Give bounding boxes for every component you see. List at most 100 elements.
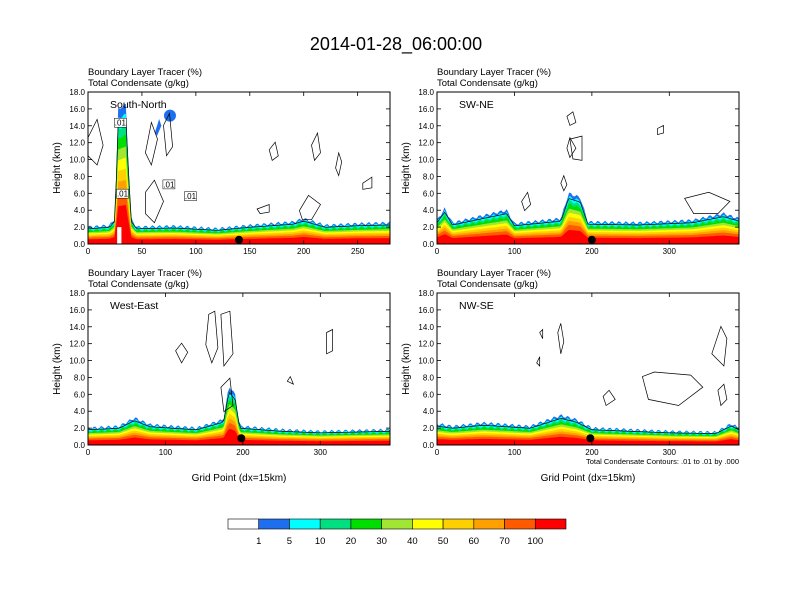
header-condensate: Total Condensate (g/kg)	[437, 78, 538, 89]
plot-area	[88, 92, 390, 244]
plot-frame	[436, 292, 740, 446]
y-axis-label: Height (km)	[52, 343, 63, 395]
y-tick-label: 8.0	[423, 172, 435, 181]
condensate-contour	[175, 342, 189, 364]
contour-label-box	[162, 179, 176, 190]
tracer-band-10	[88, 428, 390, 445]
condensate-contour	[256, 203, 270, 214]
condensate-contour	[145, 179, 164, 224]
plot-area	[437, 92, 739, 244]
plot-background	[88, 92, 390, 244]
header-tracer: Boundary Layer Tracer (%)	[437, 67, 551, 78]
y-tick-label: 6.0	[423, 189, 435, 198]
y-tick-label: 2.0	[423, 223, 435, 232]
condensate-contour	[684, 191, 731, 214]
y-tick-label: 8.0	[74, 172, 86, 181]
colorbar-swatch	[442, 518, 475, 530]
y-tick-label: 2.0	[423, 424, 435, 433]
y-tick-label: 4.0	[74, 206, 86, 215]
condensate-contour	[268, 141, 279, 161]
figure-title: 2014-01-28_06:00:00	[310, 34, 482, 55]
condensate-contour	[711, 325, 728, 367]
colorbar-label: 20	[346, 536, 357, 547]
header-condensate: Total Condensate (g/kg)	[88, 279, 189, 290]
y-tick-label: 12.0	[418, 139, 434, 148]
y-tick-label: 16.0	[69, 306, 85, 315]
colorbar-swatch	[289, 518, 321, 530]
header-tracer: Boundary Layer Tracer (%)	[437, 268, 551, 279]
y-axis-label: Height (km)	[401, 343, 412, 395]
contour-label-box	[116, 188, 129, 199]
condensate-contour-low	[88, 391, 390, 434]
condensate-contour	[539, 328, 544, 339]
y-tick-label: 14.0	[418, 323, 434, 332]
x-tick-label: 100	[508, 247, 522, 256]
contour-note: Total Condensate Contours: .01 to .01 by…	[586, 457, 739, 466]
condensate-contour	[362, 176, 373, 190]
contour-label: .01	[185, 192, 197, 201]
y-tick-label: 10.0	[69, 357, 85, 366]
colorbar-swatch	[473, 518, 505, 530]
condensate-contour	[205, 310, 219, 364]
x-tick-label: 0	[86, 448, 91, 457]
condensate-contour	[220, 377, 234, 413]
colorbar-label: 5	[287, 536, 292, 547]
colorbar-swatch	[412, 518, 444, 530]
y-tick-label: 18.0	[418, 289, 434, 298]
condensate-contour	[311, 131, 321, 162]
x-tick-label: 150	[243, 247, 257, 256]
condensate-contour	[286, 375, 295, 385]
colorbar-swatch	[504, 518, 536, 530]
condensate-contour	[657, 124, 664, 136]
condensate-contour	[566, 136, 577, 159]
condensate-contour	[557, 323, 565, 354]
plot-frame	[87, 292, 391, 446]
x-tick-label: 300	[663, 247, 677, 256]
y-tick-label: 14.0	[418, 122, 434, 131]
y-tick-label: 4.0	[74, 407, 86, 416]
condensate-contour	[220, 310, 234, 367]
y-tick-label: 12.0	[69, 340, 85, 349]
x-tick-label: 100	[189, 247, 203, 256]
cloud-blob	[154, 119, 162, 136]
x-axis-label: Grid Point (dx=15km)	[192, 473, 287, 484]
condensate-contour	[163, 112, 173, 157]
y-tick-label: 0.0	[74, 240, 86, 249]
y-tick-label: 6.0	[74, 390, 86, 399]
x-tick-label: 250	[351, 247, 365, 256]
plot-background	[88, 293, 390, 445]
x-axis-label: Grid Point (dx=15km)	[541, 473, 636, 484]
contour-label-box	[114, 117, 127, 128]
condensate-contour	[602, 389, 616, 407]
y-axis-label: Height (km)	[401, 142, 412, 194]
condensate-contour	[145, 121, 158, 167]
y-tick-label: 16.0	[418, 105, 434, 114]
y-tick-label: 10.0	[418, 156, 434, 165]
colorbar-label: 1	[256, 536, 261, 547]
clear-column	[117, 227, 122, 244]
plot-area	[88, 293, 390, 445]
y-tick-label: 2.0	[74, 223, 86, 232]
x-tick-label: 300	[314, 448, 328, 457]
colorbar-label: 60	[469, 536, 480, 547]
panel-label: South-North	[110, 99, 167, 111]
colorbar-label: 50	[438, 536, 449, 547]
panel-label: SW-NE	[459, 99, 494, 111]
header-condensate: Total Condensate (g/kg)	[88, 78, 189, 89]
contour-label: .01	[117, 190, 129, 199]
x-tick-label: 200	[297, 247, 311, 256]
y-tick-label: 12.0	[69, 139, 85, 148]
y-tick-label: 18.0	[418, 88, 434, 97]
colorbar-swatch	[227, 518, 260, 530]
location-marker	[237, 434, 246, 443]
panel-label: West-East	[110, 300, 158, 312]
y-tick-label: 14.0	[69, 323, 85, 332]
condensate-contour-low	[88, 118, 390, 231]
y-tick-label: 8.0	[423, 373, 435, 382]
x-tick-label: 0	[86, 247, 91, 256]
y-tick-label: 4.0	[423, 206, 435, 215]
condensate-contour-low	[437, 418, 739, 434]
tracer-band-10	[437, 229, 739, 244]
condensate-contour	[326, 328, 333, 355]
condensate-contour	[536, 356, 541, 367]
